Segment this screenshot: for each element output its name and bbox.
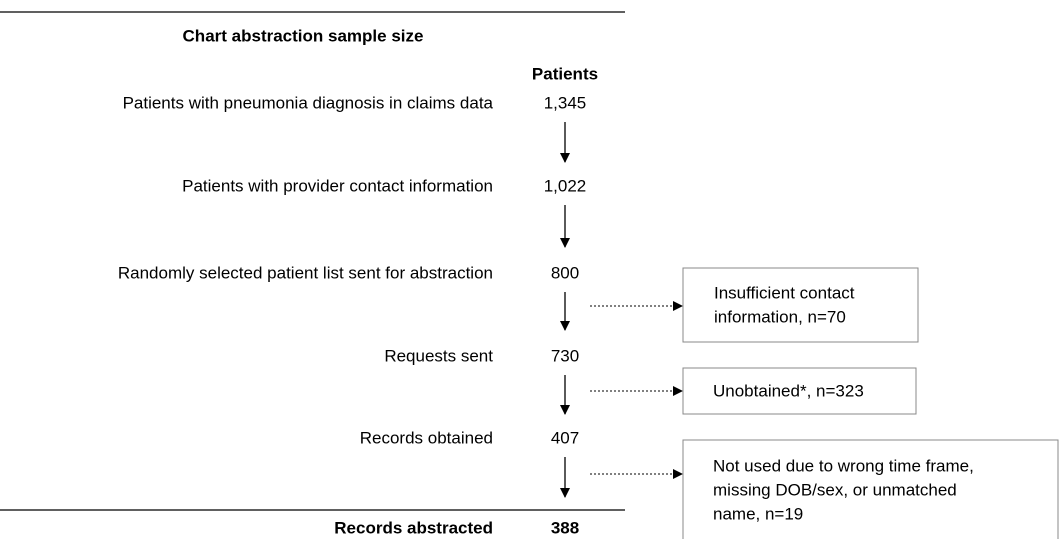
step-count: 1,022: [544, 176, 587, 195]
exclusion-box: [682, 367, 917, 415]
step-count: 388: [551, 518, 579, 537]
step-label: Patients with pneumonia diagnosis in cla…: [123, 93, 494, 112]
exclusion-box: [682, 439, 1059, 539]
step-count: 800: [551, 263, 579, 282]
step-count: 407: [551, 428, 579, 447]
step-label: Records abstracted: [334, 518, 493, 537]
exclusion-text: name, n=19: [713, 504, 803, 523]
step-count: 1,345: [544, 93, 587, 112]
title: Chart abstraction sample size: [183, 26, 424, 45]
exclusion-box: [682, 267, 919, 343]
exclusion-text: Not used due to wrong time frame,: [713, 456, 974, 475]
column-header: Patients: [532, 64, 598, 83]
dotted-arrows: [590, 301, 683, 479]
step-label: Requests sent: [384, 346, 493, 365]
step-label: Patients with provider contact informati…: [182, 176, 493, 195]
exclusion-text: information, n=70: [714, 307, 846, 326]
exclusion-text: Unobtained*, n=323: [713, 381, 864, 400]
step-label: Randomly selected patient list sent for …: [118, 263, 493, 282]
boxes: [682, 267, 1059, 539]
exclusion-text: Insufficient contact: [714, 283, 855, 302]
step-count: 730: [551, 346, 579, 365]
exclusion-text: missing DOB/sex, or unmatched: [713, 480, 957, 499]
step-label: Records obtained: [360, 428, 493, 447]
